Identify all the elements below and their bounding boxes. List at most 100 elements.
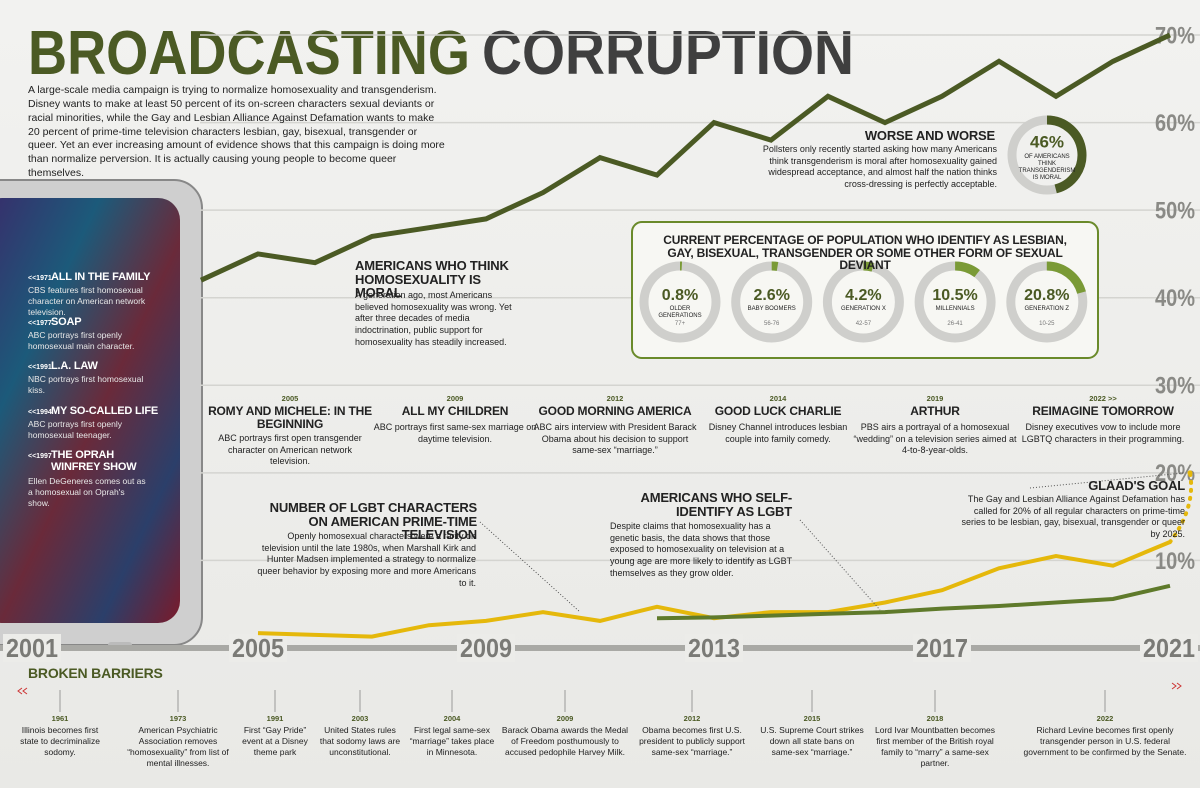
timeline-year: 2022 >>	[1089, 394, 1117, 403]
donut-arc	[1046, 115, 1087, 194]
series-text: A generation ago, most Americans believe…	[355, 290, 512, 347]
x-tick-label: 2021	[1143, 633, 1195, 663]
worse-title: WORSE AND WORSE	[864, 128, 995, 143]
series-title: AMERICANS WHO THINK HOMOSEXUALITY IS MOR…	[355, 258, 509, 301]
intro: A large-scale media campaign is trying t…	[28, 84, 445, 180]
leader	[799, 519, 881, 611]
y-tick-label: 50%	[1155, 197, 1195, 224]
series-title: NUMBER OF LGBT CHARACTERS ON AMERICAN PR…	[269, 500, 478, 543]
timeline-year: 2014	[769, 394, 787, 403]
series-text: Despite claims that homosexuality has a …	[610, 521, 792, 578]
barrier-text: Lord Ivar Mountbatten becomes first memb…	[874, 725, 995, 769]
timeline-title: ALL MY CHILDREN	[401, 404, 509, 418]
goal-marker	[1187, 470, 1193, 476]
y-tick-label: 70%	[1155, 22, 1195, 49]
donut-label: BABY BOOMERS	[747, 306, 796, 312]
barriers-arrow	[1171, 682, 1182, 690]
timeline-text: ABC portrays first open transgender char…	[218, 433, 362, 467]
tv-screen	[0, 198, 180, 623]
donut-label: MILLENNIALS	[935, 306, 975, 312]
donut-panel-title: CURRENT PERCENTAGE OF POPULATION WHO IDE…	[663, 233, 1067, 273]
barrier-text: Illinois becomes first state to decrimin…	[20, 725, 100, 758]
donut-age: 26-41	[947, 321, 963, 327]
donut-value: 4.2%	[845, 287, 881, 304]
milestone-year: <<1997	[28, 453, 52, 460]
timeline-title: REIMAGINE TOMORROW	[1032, 404, 1174, 418]
milestone-title: MY SO-CALLED LIFE	[51, 404, 159, 417]
timeline-text: Disney Channel introduces lesbian couple…	[708, 422, 848, 444]
barrier-year: 1991	[266, 714, 284, 723]
x-tick-bg	[457, 634, 515, 662]
x-tick-label: 2013	[688, 633, 740, 663]
timeline-year: 2009	[446, 394, 464, 403]
barrier-text: Barack Obama awards the Medal of Freedom…	[501, 725, 629, 758]
timeline-year: 2019	[926, 394, 944, 403]
donut-label: OF AMERICANS THINK TRANSGENDERISM IS MOR…	[1018, 154, 1076, 181]
barrier-text: Richard Levine becomes first openly tran…	[1023, 725, 1187, 758]
x-tick-label: 2009	[460, 633, 512, 663]
barrier-year: 2009	[556, 714, 574, 723]
goal-leader	[1029, 472, 1186, 489]
goal-dots	[1168, 470, 1194, 545]
barriers-arrow	[17, 687, 28, 695]
milestone-text: CBS features first homosexual character …	[28, 285, 146, 318]
donut-value: 10.5%	[932, 287, 977, 304]
donut-value: 20.8%	[1024, 287, 1069, 304]
line-series	[656, 583, 1171, 621]
barrier-year: 2012	[683, 714, 701, 723]
donut-label: GENERATION X	[840, 306, 886, 312]
barrier-text: United States rules that sodomy laws are…	[319, 725, 401, 758]
milestone-title: ALL IN THE FAMILY	[51, 271, 151, 283]
timeline-year: 2005	[281, 394, 299, 403]
barrier-year: 2018	[926, 714, 944, 723]
barrier-year: 1961	[51, 714, 69, 723]
timeline-title: ROMY AND MICHELE: IN THE BEGINNING	[208, 404, 372, 431]
barrier-year: 2022	[1096, 714, 1114, 723]
leader	[479, 521, 581, 613]
barrier-text: First legal same-sex “marriage” takes pl…	[409, 725, 495, 758]
series-title: AMERICANS WHO SELF-IDENTIFY AS LGBT	[640, 490, 793, 519]
barrier-text: Obama becomes first U.S. president to pu…	[639, 725, 745, 758]
timeline-title: ARTHUR	[910, 404, 960, 418]
donut-arc	[1046, 261, 1086, 295]
milestone-year: <<1991	[28, 364, 52, 371]
title: CORRUPTION	[482, 19, 854, 88]
line-series	[199, 32, 1172, 283]
barrier-text: American Psychiatric Association removes…	[127, 725, 229, 769]
title: BROADCASTING	[28, 19, 470, 88]
goal-text: The Gay and Lesbian Alliance Against Def…	[961, 494, 1185, 540]
series-text: Openly homosexual characters were a rari…	[257, 531, 476, 588]
x-tick-bg	[913, 634, 971, 662]
donut-value: 2.6%	[753, 287, 789, 304]
milestone-text: ABC portrays first openly homosexual tee…	[28, 418, 123, 440]
timeline-year: 2012	[606, 394, 624, 403]
x-tick-label: 2001	[6, 633, 58, 663]
goal-title: GLAAD'S GOAL	[1088, 478, 1185, 493]
milestone-year: <<1971	[28, 275, 52, 282]
worse-text: Pollsters only recently started asking h…	[762, 144, 997, 190]
donut-age: 56-76	[764, 321, 780, 327]
barrier-year: 2004	[443, 714, 461, 723]
timeline-text: Disney executives vow to include more LG…	[1021, 422, 1185, 444]
donut-arc	[954, 261, 980, 278]
barrier-text: First “Gay Pride” event at a Disney them…	[242, 725, 308, 758]
x-axis-band	[0, 645, 1200, 651]
donut-age: 42-57	[855, 321, 872, 327]
x-tick-bg	[3, 634, 61, 662]
milestone-year: <<1994	[28, 408, 52, 416]
y-tick-label: 10%	[1155, 548, 1195, 575]
x-tick-label: 2017	[916, 633, 968, 663]
x-tick-bg	[1140, 634, 1198, 662]
milestone-text: ABC portrays first openly homosexual mai…	[28, 329, 135, 351]
barrier-year: 2003	[351, 714, 369, 723]
barrier-text: U.S. Supreme Court strikes down all stat…	[760, 725, 864, 758]
donut-label: GENERATION Z	[1024, 306, 1070, 312]
timeline-text: ABC airs interview with President Barack…	[533, 422, 697, 456]
timeline-text: ABC portrays first same-sex marriage on …	[373, 422, 537, 444]
x-tick-label: 2005	[232, 633, 284, 663]
barriers-title: BROKEN BARRIERS	[28, 665, 163, 681]
donut-label: OLDER GENERATIONS	[658, 306, 702, 319]
milestone-title: L.A. LAW	[51, 360, 98, 372]
